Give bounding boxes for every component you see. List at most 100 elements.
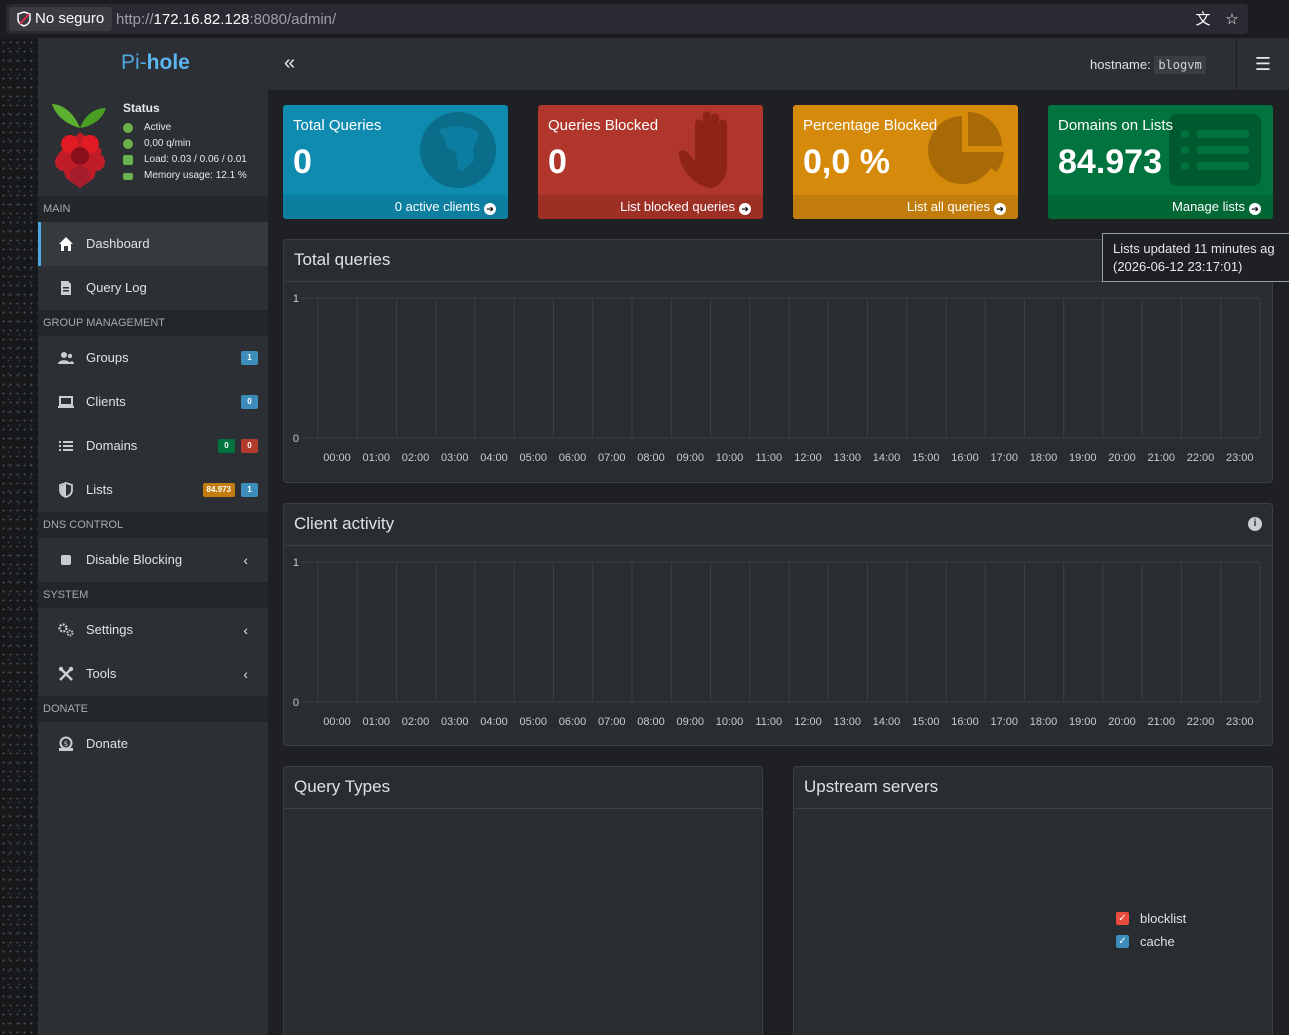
stat-footer-link[interactable]: List all queries ➔ [793, 195, 1018, 219]
bookmark-star-icon[interactable]: ☆ [1225, 11, 1239, 28]
stat-title: Domains on Lists [1058, 117, 1174, 134]
main-content: Total Queries 0 0 active clients ➔ Querie… [268, 90, 1289, 1035]
lists-updated-tooltip: Lists updated 11 minutes ag (2026-06-12 … [1102, 233, 1289, 282]
sidebar-item-disable-blocking[interactable]: Disable Blocking ‹ [38, 538, 268, 582]
shield-icon [59, 482, 73, 498]
x-tick-label: 04:00 [480, 716, 508, 728]
stat-footer-link[interactable]: List blocked queries ➔ [538, 195, 763, 219]
x-tick-label: 08:00 [637, 452, 665, 464]
pihole-logo-icon [52, 104, 106, 188]
sidebar-item-lists[interactable]: Lists 84.973 1 [38, 468, 268, 512]
stat-title: Total Queries [293, 117, 382, 134]
x-tick-label: 12:00 [794, 716, 822, 728]
x-tick-label: 16:00 [951, 716, 979, 728]
donate-coin-icon: $ [59, 736, 73, 751]
sidebar-item-clients[interactable]: Clients 0 [38, 380, 268, 424]
users-icon [58, 352, 74, 364]
panel-title: Client activity [284, 504, 1272, 546]
sidebar-item-tools[interactable]: Tools ‹ [38, 652, 268, 696]
query-types-panel: Query Types [283, 766, 763, 1035]
app-logo[interactable]: Pi-hole [121, 51, 190, 74]
list-icon [59, 441, 73, 451]
sidebar-item-dashboard[interactable]: Dashboard [38, 222, 268, 266]
x-tick-label: 02:00 [402, 716, 430, 728]
stat-value: 84.973 [1058, 143, 1162, 181]
logo-area: Pi-hole [38, 38, 268, 88]
sidebar-item-settings[interactable]: Settings ‹ [38, 608, 268, 652]
x-tick-label: 01:00 [362, 716, 390, 728]
arrow-circle-right-icon: ➔ [1249, 203, 1261, 215]
info-icon[interactable]: i [1248, 517, 1262, 531]
x-tick-label: 15:00 [912, 452, 940, 464]
stat-total-queries: Total Queries 0 0 active clients ➔ [283, 105, 508, 219]
x-tick-label: 15:00 [912, 716, 940, 728]
active-dot-icon [123, 123, 133, 133]
url-text[interactable]: http://172.16.82.128:8080/admin/ [116, 11, 337, 28]
sidebar-item-groups[interactable]: Groups 1 [38, 336, 268, 380]
panel-title: Query Types [284, 767, 762, 809]
legend-item-cache[interactable]: ✓ cache [1116, 934, 1186, 957]
address-bar[interactable]: No seguro http://172.16.82.128:8080/admi… [6, 4, 1248, 34]
x-tick-label: 10:00 [716, 716, 744, 728]
y-tick-label: 1 [293, 293, 299, 305]
x-tick-label: 19:00 [1069, 716, 1097, 728]
sidebar: Pi-hole Status Active 0,00 q/min Load: 0… [38, 38, 268, 1035]
x-tick-label: 08:00 [637, 716, 665, 728]
legend-item-blocklist[interactable]: ✓ blocklist [1116, 911, 1186, 934]
client-activity-panel: Client activity i 1 0 00:00 01:00 02:00 03:00… [283, 503, 1273, 746]
x-tick-label: 12:00 [794, 452, 822, 464]
x-tick-label: 21:00 [1147, 716, 1175, 728]
memory-icon [123, 173, 133, 180]
section-header-donate: DONATE [38, 696, 268, 722]
arrow-circle-right-icon: ➔ [484, 203, 496, 215]
translate-icon[interactable]: 文 [1195, 11, 1211, 28]
x-tick-label: 19:00 [1069, 452, 1097, 464]
svg-text:$: $ [64, 740, 68, 748]
tools-icon [58, 666, 74, 681]
checkbox-checked-icon: ✓ [1116, 935, 1129, 948]
y-tick-label: 1 [293, 557, 299, 569]
sidebar-item-domains[interactable]: Domains 0 0 [38, 424, 268, 468]
panel-title: Upstream servers [794, 767, 1272, 809]
x-tick-label: 05:00 [519, 716, 547, 728]
file-icon [61, 281, 71, 295]
x-tick-label: 09:00 [676, 716, 704, 728]
stat-title: Percentage Blocked [803, 117, 938, 134]
section-header-main: MAIN [38, 196, 268, 222]
x-tick-label: 00:00 [323, 452, 351, 464]
stat-value: 0,0 % [803, 143, 890, 181]
browser-toolbar: No seguro http://172.16.82.128:8080/admi… [0, 0, 1289, 38]
hostname-display: hostname: blogvm [1090, 56, 1206, 74]
x-tick-label: 23:00 [1226, 452, 1254, 464]
stat-domains-on-lists: Domains on Lists 84.973 Manage lists ➔ [1048, 105, 1273, 219]
globe-icon [420, 112, 496, 188]
arrow-circle-right-icon: ➔ [739, 203, 751, 215]
x-tick-label: 14:00 [873, 452, 901, 464]
groups-count-badge: 1 [241, 351, 258, 365]
x-tick-label: 10:00 [716, 452, 744, 464]
security-indicator[interactable]: No seguro [9, 7, 113, 31]
sidebar-toggle-icon[interactable]: « [284, 52, 296, 74]
stat-footer-link[interactable]: 0 active clients ➔ [283, 195, 508, 219]
clients-count-badge: 0 [241, 395, 258, 409]
x-tick-label: 03:00 [441, 716, 469, 728]
x-tick-label: 18:00 [1030, 716, 1058, 728]
gears-icon [58, 623, 74, 637]
sidebar-item-query-log[interactable]: Query Log [38, 266, 268, 310]
x-tick-label: 13:00 [833, 452, 861, 464]
chevron-left-icon: ‹ [243, 622, 248, 638]
x-tick-label: 22:00 [1187, 452, 1215, 464]
lists-domains-badge: 84.973 [202, 483, 235, 497]
chevron-left-icon: ‹ [243, 666, 248, 682]
section-header-system: SYSTEM [38, 582, 268, 608]
sidebar-item-donate[interactable]: $ Donate [38, 722, 268, 766]
hamburger-menu-icon[interactable]: ☰ [1236, 38, 1289, 90]
x-tick-label: 07:00 [598, 716, 626, 728]
panel-title: Total queries [284, 240, 1272, 282]
x-tick-label: 06:00 [559, 716, 587, 728]
status-title: Status [123, 101, 160, 115]
status-active: Active [123, 122, 171, 133]
stat-footer-link[interactable]: Manage lists ➔ [1048, 195, 1273, 219]
x-tick-label: 18:00 [1030, 452, 1058, 464]
domains-deny-badge: 0 [241, 439, 258, 453]
